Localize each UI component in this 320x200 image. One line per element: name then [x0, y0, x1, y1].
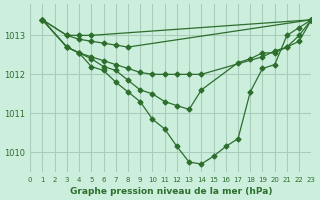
- X-axis label: Graphe pression niveau de la mer (hPa): Graphe pression niveau de la mer (hPa): [69, 187, 272, 196]
